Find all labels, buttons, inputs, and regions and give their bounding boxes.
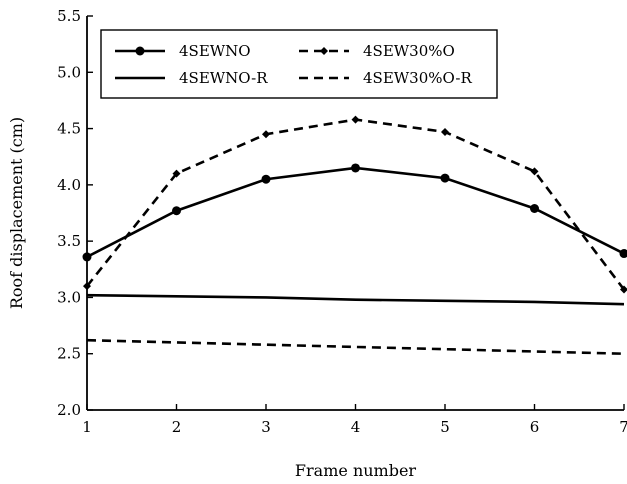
y-tick-label: 5.5	[57, 7, 81, 25]
ticks: 2.0 2.5 3.0 3.5 4.0 4.5 5.0 5.5 1 2 3 4 5 6 7	[57, 7, 627, 436]
data-point-4sew30pcto	[262, 130, 270, 139]
data-point-4sew30pcto	[351, 115, 360, 124]
legend-entry-4sew30pcto-r: 4SEW30%O-R	[299, 69, 472, 87]
x-tick-label: 3	[261, 418, 271, 436]
data-point-4sewno	[351, 163, 360, 173]
x-tick-label: 7	[619, 418, 627, 436]
data-point-4sewno	[530, 203, 539, 213]
y-tick-label: 2.0	[57, 401, 81, 419]
series-4sew30pcto	[83, 115, 627, 294]
x-tick-label: 5	[440, 418, 450, 436]
data-point-4sewno	[619, 249, 627, 259]
legend-label-4sewno: 4SEWNO	[179, 42, 251, 60]
legend-label-4sew30pcto-r: 4SEW30%O-R	[363, 69, 472, 87]
x-tick-label: 6	[530, 418, 540, 436]
data-point-4sewno	[172, 206, 181, 216]
x-tick-label: 2	[172, 418, 182, 436]
series-layer	[82, 115, 627, 356]
y-tick-label: 5.0	[57, 63, 81, 81]
series-line-4sewno-r	[86, 293, 625, 306]
legend-label-4sewno-r: 4SEWNO-R	[179, 69, 268, 87]
data-point-4sew30pcto	[83, 282, 91, 291]
x-tick-label: 1	[82, 418, 92, 436]
data-point-4sewno	[82, 252, 92, 262]
legend-entry-4sew30pcto: 4SEW30%O	[299, 42, 455, 60]
data-point-4sew30pcto	[172, 169, 181, 178]
legend-label-4sew30pcto: 4SEW30%O	[363, 42, 455, 60]
data-point-4sewno	[261, 174, 271, 184]
legend: 4SEWNO 4SEWNO-R 4SEW30%O 4SEW30%O-R	[100, 29, 498, 99]
legend-box	[100, 29, 498, 99]
x-axis-title: Frame number	[295, 461, 417, 480]
y-tick-label: 2.5	[57, 345, 81, 363]
y-tick-label: 3.0	[57, 288, 81, 306]
data-point-4sew30pcto	[441, 127, 449, 136]
x-tick-label: 4	[351, 418, 361, 436]
y-tick-label: 4.5	[57, 120, 81, 138]
y-tick-label: 4.0	[57, 176, 81, 194]
legend-marker-4sew30pcto	[320, 47, 328, 55]
y-axis-title: Roof displacement (cm)	[7, 117, 26, 309]
data-point-4sewno	[440, 173, 450, 183]
legend-entry-4sewno-r: 4SEWNO-R	[115, 69, 268, 87]
data-point-4sew30pcto	[530, 167, 539, 176]
series-4sew30pcto-r	[86, 338, 625, 356]
series-4sewno	[82, 163, 627, 262]
series-line-4sew30pcto	[85, 118, 626, 291]
data-point-4sew30pcto	[620, 285, 627, 294]
series-line-4sew30pcto-r	[86, 338, 625, 356]
y-tick-label: 3.5	[57, 232, 81, 250]
series-4sewno-r	[86, 293, 625, 306]
legend-entry-4sewno: 4SEWNO	[115, 42, 251, 60]
legend-marker-4sewno	[135, 46, 145, 56]
